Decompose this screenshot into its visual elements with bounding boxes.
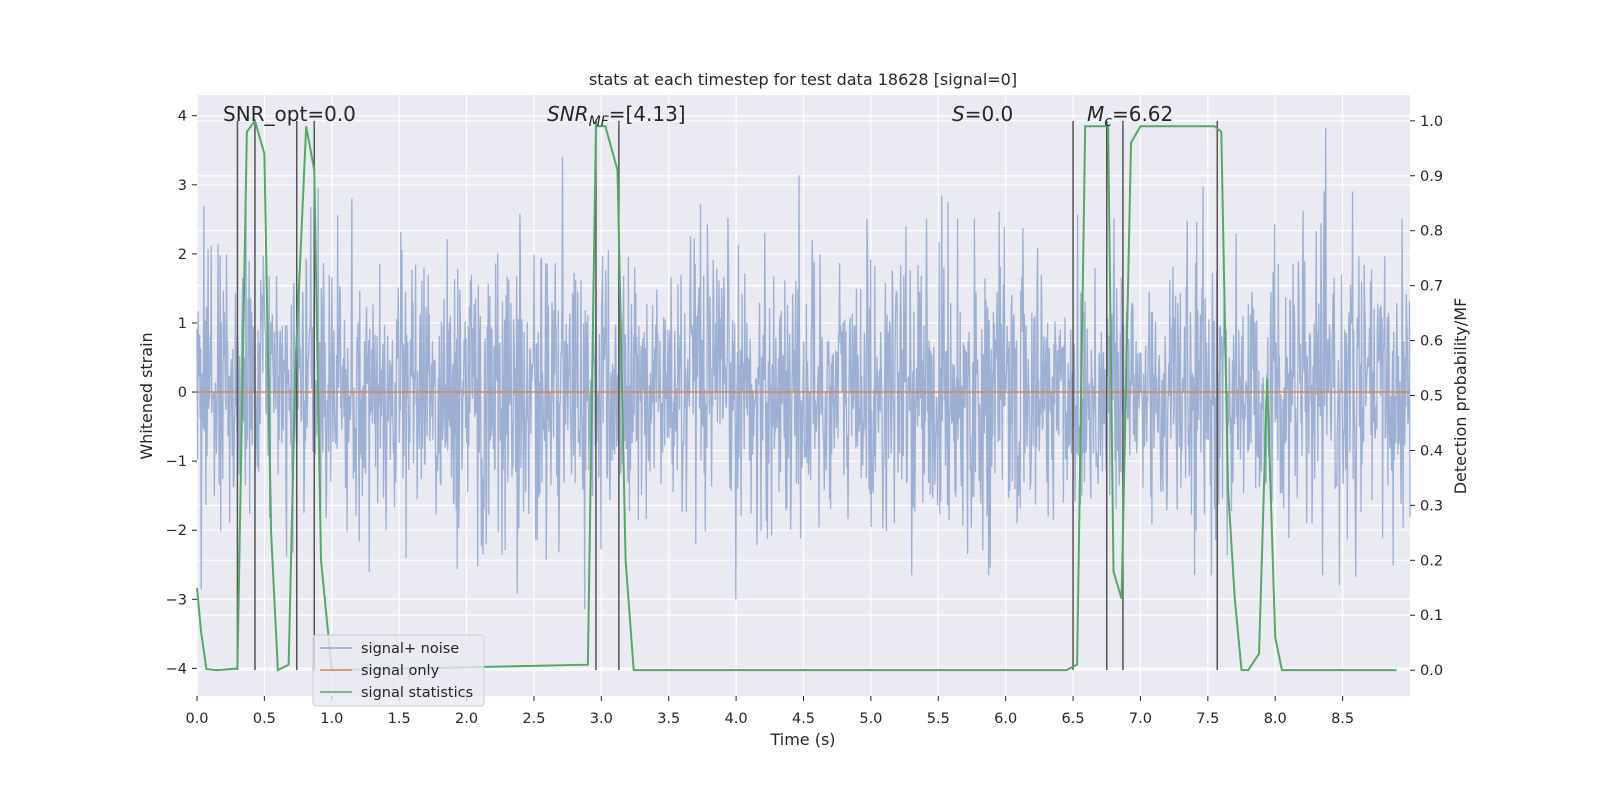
x-tick-label: 8.0 xyxy=(1264,711,1287,727)
annotation-mc-main: M xyxy=(1087,102,1104,126)
x-tick-label: 4.5 xyxy=(792,711,815,727)
annotation-snr-mf: SNRMF=[4.13] xyxy=(547,102,686,130)
y-right-tick-label: 0.4 xyxy=(1420,443,1443,459)
annotation-mc-value: =6.62 xyxy=(1112,102,1173,126)
legend-label-noise: signal+ noise xyxy=(361,641,459,657)
x-tick-label: 7.5 xyxy=(1196,711,1219,727)
y-right-tick-label: 0.0 xyxy=(1420,663,1443,679)
y-right-tick-label: 0.6 xyxy=(1420,334,1443,350)
legend-label-signal-only: signal only xyxy=(361,663,440,679)
x-axis-ticks: 0.0 0.5 1.0 1.5 2.0 2.5 3.0 3.5 4.0 4.5 5.0 5.5 6.0 6… xyxy=(185,696,1354,727)
x-tick-label: 0.5 xyxy=(253,711,276,727)
y-axis-right-label: Detection probability/MF xyxy=(1451,298,1470,495)
y-right-tick-label: 0.5 xyxy=(1420,389,1443,405)
annotation-snr-mf-main: SNR xyxy=(547,102,589,126)
signal-statistics-series xyxy=(196,118,1397,672)
y-right-tick-label: 0.9 xyxy=(1420,169,1443,185)
annotation-snr-opt: SNR_opt=0.0 xyxy=(223,102,356,126)
x-tick-label: 2.0 xyxy=(455,711,478,727)
x-tick-label: 2.5 xyxy=(522,711,545,727)
annotation-snr-mf-sub: MF xyxy=(589,114,610,130)
y-right-tick-label: 0.8 xyxy=(1420,224,1443,240)
annotation-s-main: S xyxy=(952,102,965,126)
annotation-s-value: =0.0 xyxy=(965,102,1014,126)
annotation-snr-mf-value: =[4.13] xyxy=(609,102,686,126)
legend-box xyxy=(312,634,485,707)
x-tick-label: 4.0 xyxy=(725,711,748,727)
legend-label-statistics: signal statistics xyxy=(361,685,473,701)
y-right-tick-label: 0.7 xyxy=(1420,279,1443,295)
y-left-tick-label: 1 xyxy=(178,316,187,332)
x-tick-label: 7.0 xyxy=(1129,711,1152,727)
y-left-tick-label: 3 xyxy=(178,178,187,194)
y-left-tick-label: −4 xyxy=(166,661,187,677)
x-tick-label: 1.5 xyxy=(388,711,411,727)
signal-statistics-line xyxy=(196,118,1397,672)
y-axis-right-ticks: 1.0 0.9 0.8 0.7 0.6 0.5 0.4 0.3 0.2 0.1 0.0 xyxy=(1410,114,1443,679)
x-tick-label: 8.5 xyxy=(1331,711,1354,727)
y-axis-left-ticks: 4 3 2 1 0 −1 −2 −3 −4 xyxy=(166,109,197,677)
annotation-s: S=0.0 xyxy=(952,102,1013,126)
x-tick-label: 0.0 xyxy=(185,711,208,727)
signal-noise-series xyxy=(196,127,1411,610)
y-axis-left-label: Whitened strain xyxy=(137,332,156,459)
y-right-tick-label: 0.3 xyxy=(1420,498,1443,514)
y-left-tick-label: 0 xyxy=(178,385,187,401)
y-right-tick-label: 1.0 xyxy=(1420,114,1443,130)
x-tick-label: 6.5 xyxy=(1062,711,1085,727)
y-right-tick-label: 0.2 xyxy=(1420,553,1443,569)
y-left-tick-label: 4 xyxy=(178,109,187,125)
y-left-tick-label: −1 xyxy=(166,454,187,470)
chart-title: stats at each timestep for test data 186… xyxy=(589,70,1017,89)
x-tick-label: 1.0 xyxy=(320,711,343,727)
y-right-tick-label: 0.1 xyxy=(1420,608,1443,624)
annotation-mc: Mc=6.62 xyxy=(1087,102,1173,130)
y-left-tick-label: 2 xyxy=(178,247,187,263)
x-tick-label: 5.5 xyxy=(927,711,950,727)
x-tick-label: 6.0 xyxy=(994,711,1017,727)
signal-noise-line xyxy=(196,127,1411,610)
legend: signal+ noise signal only signal statist… xyxy=(312,634,485,707)
x-tick-label: 5.0 xyxy=(859,711,882,727)
y-left-tick-label: −3 xyxy=(166,592,187,608)
x-tick-label: 3.5 xyxy=(657,711,680,727)
x-axis-label: Time (s) xyxy=(769,730,835,749)
y-left-tick-label: −2 xyxy=(166,523,187,539)
annotation-mc-sub: c xyxy=(1104,114,1112,130)
x-tick-label: 3.0 xyxy=(590,711,613,727)
vertical-markers xyxy=(236,120,1219,671)
